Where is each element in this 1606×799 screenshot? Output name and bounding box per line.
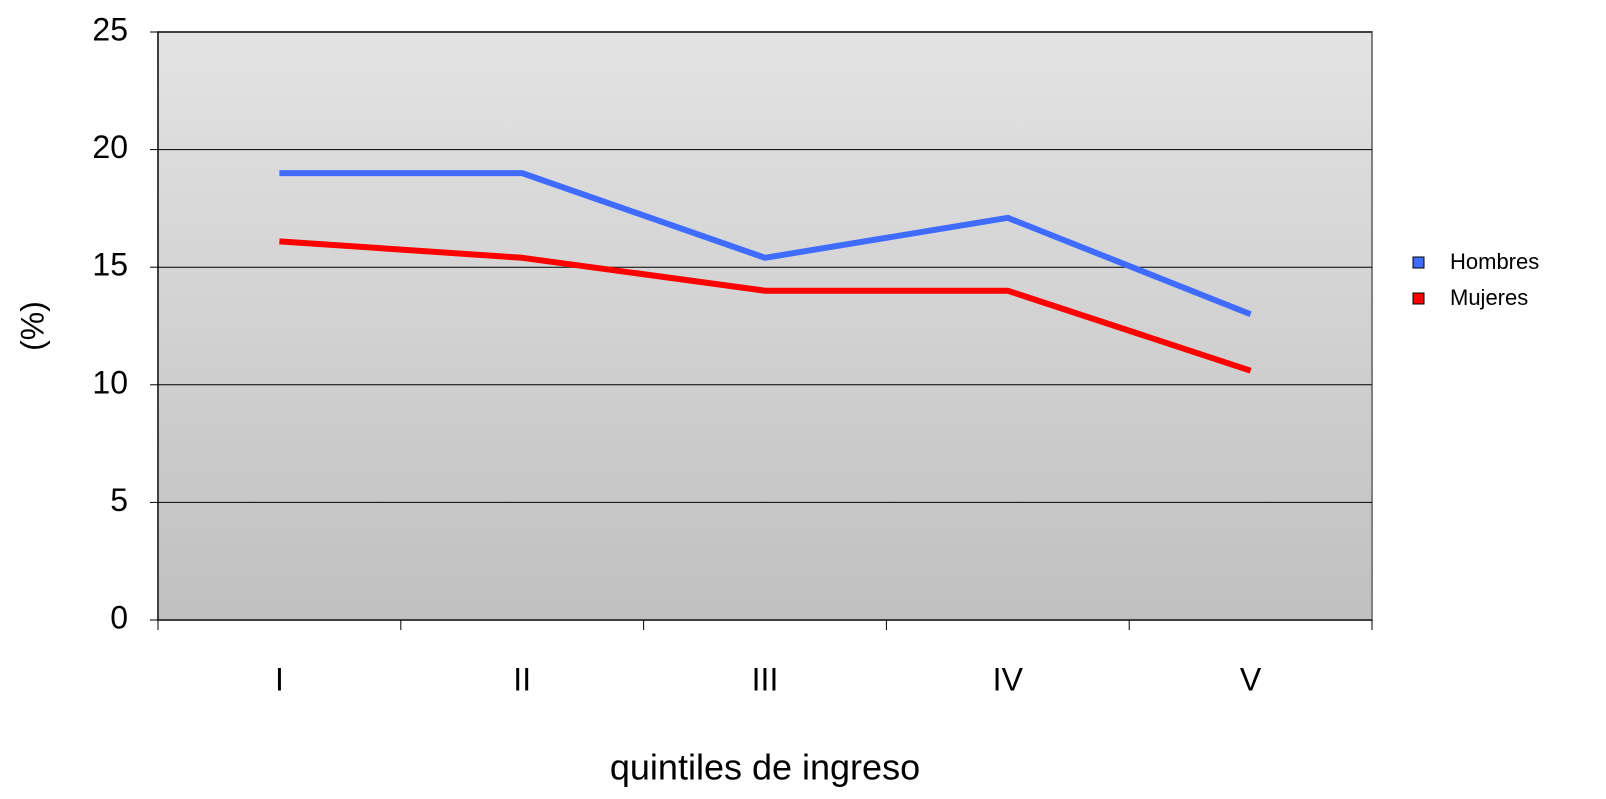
x-tick-label: II	[513, 661, 531, 697]
line-series	[279, 170, 1252, 318]
legend-marker	[1412, 292, 1425, 305]
y-tick-label: 20	[92, 129, 128, 165]
y-tick-label: 15	[92, 247, 128, 283]
x-axis-label: quintiles de ingreso	[610, 747, 920, 788]
x-tick-label: V	[1240, 661, 1262, 697]
y-axis-label: (%)	[14, 301, 50, 351]
x-tick-label: IV	[993, 661, 1024, 697]
y-tick-label: 10	[92, 364, 128, 400]
y-tick-label: 25	[92, 11, 128, 47]
legend-marker	[1412, 256, 1425, 269]
x-tick-label: I	[275, 661, 284, 697]
plot-area	[157, 31, 1373, 621]
y-tick-label: 0	[110, 599, 128, 635]
legend-label: Mujeres	[1450, 285, 1528, 310]
line-series	[279, 238, 1252, 374]
y-tick-label: 5	[110, 482, 128, 518]
x-tick-label: III	[752, 661, 779, 697]
legend-label: Hombres	[1450, 249, 1539, 274]
